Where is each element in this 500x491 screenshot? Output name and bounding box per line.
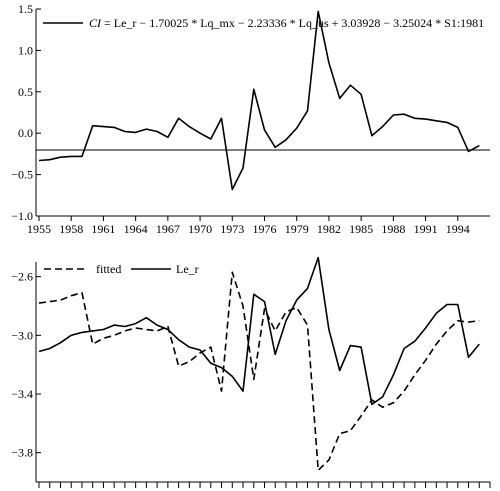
bottom-y-tick-label: −3.4 (11, 387, 33, 401)
top-x-tick-label: 1970 (188, 222, 212, 236)
top-x-ticks: 1955 1958 1961 1964 1967 1970 1973 1976 1979 1982… (27, 216, 470, 236)
top-x-tick-label: 1985 (349, 222, 373, 236)
top-x-tick-label: 1988 (381, 222, 405, 236)
top-x-tick-label: 1967 (156, 222, 180, 236)
top-axes (35, 9, 490, 217)
bottom-legend: fitted Le_r (44, 262, 199, 276)
top-x-tick-label: 1958 (59, 222, 83, 236)
top-series-group (38, 10, 480, 191)
top-legend-equation: = Le_r − 1.70025 * Lq_mx − 2.23336 * Lq_… (101, 16, 484, 30)
top-x-tick-label: 1955 (27, 222, 51, 236)
top-series-ci-line (38, 10, 480, 191)
top-x-tick-label: 1973 (220, 222, 244, 236)
top-legend-label: CI = Le_r − 1.70025 * Lq_mx − 2.23336 * … (89, 16, 484, 30)
bottom-y-tick-label: −3.0 (11, 328, 33, 342)
top-y-tick-label: 0.0 (18, 126, 33, 140)
top-y-tick-label: −1.0 (11, 209, 33, 223)
top-x-tick-label: 1991 (414, 222, 438, 236)
bottom-series-le-r-line (38, 256, 480, 406)
top-x-tick-label: 1976 (253, 222, 277, 236)
top-y-tick-label: 0.5 (18, 85, 33, 99)
top-chart: CI = Le_r − 1.70025 * Lq_mx − 2.23336 * … (11, 2, 490, 236)
top-y-tick-label: 1.5 (18, 2, 33, 16)
bottom-legend-fitted-label: fitted (96, 262, 121, 276)
bottom-x-ticks (38, 482, 491, 488)
top-x-tick-label: 1979 (285, 222, 309, 236)
top-legend: CI = Le_r − 1.70025 * Lq_mx − 2.23336 * … (43, 16, 484, 30)
top-x-tick-label: 1961 (91, 222, 115, 236)
bottom-legend-le-r-label: Le_r (176, 262, 199, 276)
bottom-chart: fitted Le_r −3.8 −3.4 −3.0 −2.6 (11, 256, 491, 488)
bottom-y-tick-label: −2.6 (11, 270, 33, 284)
top-x-tick-label: 1982 (317, 222, 341, 236)
top-y-ticks: −1.0 −0.5 0.0 0.5 1.0 1.5 (11, 2, 41, 223)
bottom-y-tick-label: −3.8 (11, 446, 33, 460)
bottom-y-ticks: −3.8 −3.4 −3.0 −2.6 (11, 270, 41, 460)
top-legend-ci-symbol: CI (89, 16, 102, 30)
top-y-tick-label: 1.0 (18, 43, 33, 57)
bottom-axes (35, 262, 490, 483)
top-x-tick-label: 1964 (124, 222, 148, 236)
bottom-series-fitted-line (38, 271, 480, 472)
top-y-tick-label: −0.5 (11, 168, 33, 182)
top-x-tick-label: 1994 (446, 222, 470, 236)
bottom-series-group (38, 256, 480, 472)
